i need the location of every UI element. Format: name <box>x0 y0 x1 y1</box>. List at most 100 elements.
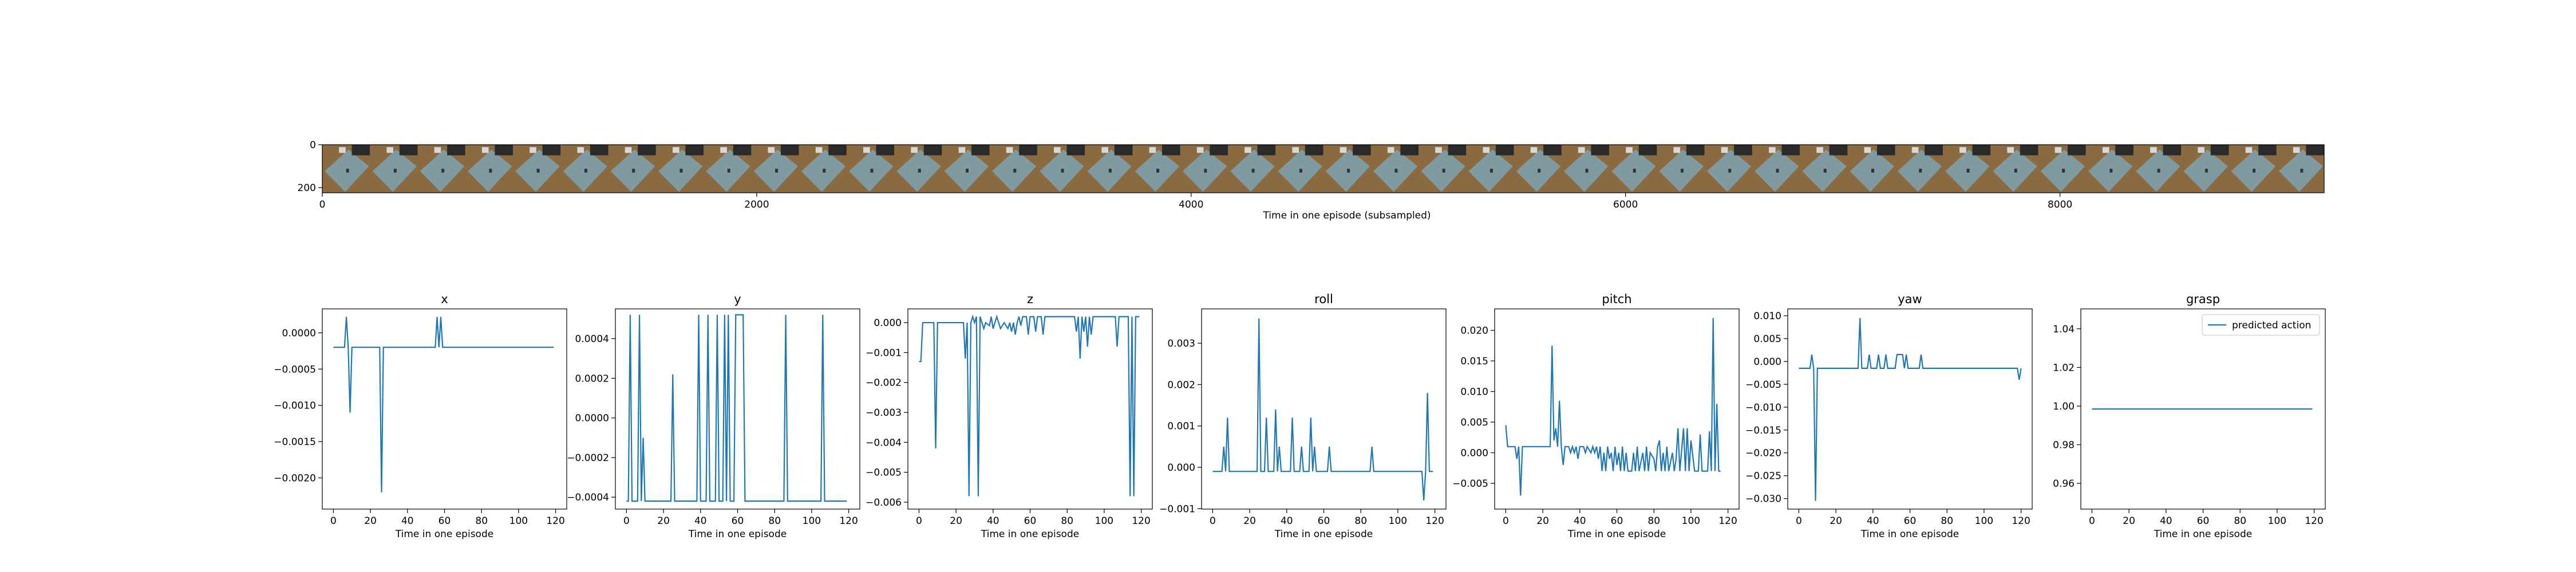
filmstrip-frame <box>322 145 370 193</box>
action-subplots: 0 20 40 60 80 100 120 −0.002 0 −0.0015 −0.0010 −0.0… <box>274 292 2326 540</box>
filmstrip-frame <box>560 145 609 193</box>
series-line <box>1212 318 1433 500</box>
x-tick-label: 60 <box>1024 515 1037 527</box>
y-tick-label: 0.015 <box>1460 356 1488 367</box>
y-tick-label: −0.0004 <box>567 492 609 503</box>
filmstrip-frame <box>894 145 942 193</box>
plot-frame <box>1494 308 1740 510</box>
y-tick-label: −0.0015 <box>274 436 316 448</box>
y-tick-label: 0.96 <box>2053 478 2075 490</box>
plot-frame <box>1201 308 1447 510</box>
y-tick-label: −0.015 <box>1745 425 1781 436</box>
x-tick-label: 0 <box>1796 515 1802 527</box>
x-tick-label: 60 <box>732 515 744 527</box>
series-line <box>919 314 1140 496</box>
y-tick-label: 0.0002 <box>575 373 609 384</box>
x-tick-label: 100 <box>1389 515 1407 527</box>
filmstrip-frame <box>465 145 513 193</box>
x-tick-label: 100 <box>1682 515 1700 527</box>
filmstrip-frame <box>1514 145 1562 193</box>
filmstrip-x-ticks: 0 2000 4000 6000 8000 <box>319 193 2072 210</box>
filmstrip-frame <box>1800 145 1848 193</box>
filmstrip-frame-border <box>322 144 2325 193</box>
x-tick-label: 20 <box>364 515 377 527</box>
y-tick-label: −0.0005 <box>274 364 316 375</box>
filmstrip-y-tick-label: 0 <box>310 140 316 151</box>
y-tick-label: 0.0000 <box>282 328 316 339</box>
x-tick-label: 80 <box>1941 515 1953 527</box>
y-tick-label: −0.010 <box>1745 402 1781 414</box>
x-tick-label: 100 <box>509 515 528 527</box>
filmstrip-frame <box>1275 145 1323 193</box>
x-tick-label: 60 <box>2197 515 2210 527</box>
filmstrip-frame <box>1752 145 1800 193</box>
x-tick-label: 60 <box>438 515 451 527</box>
filmstrip-frame <box>2133 145 2182 193</box>
x-tick-label: 0 <box>1503 515 1509 527</box>
x-axis-label: Time in one episode <box>2154 529 2252 540</box>
filmstrip-x-tick-label: 4000 <box>1179 199 1203 210</box>
x-tick-label: 40 <box>1574 515 1586 527</box>
subplot-grasp: 0 20 40 60 80 100 120 0.96 0.98 1.00 1.02 1.04 grasp… <box>2053 292 2326 540</box>
x-tick-label: 80 <box>475 515 488 527</box>
filmstrip-frame <box>1323 145 1372 193</box>
filmstrip-frame <box>1370 145 1419 193</box>
x-tick-label: 40 <box>401 515 414 527</box>
x-tick-label: 80 <box>1061 515 1073 527</box>
plot-frame <box>1787 308 2033 510</box>
filmstrip-frame <box>2276 145 2324 193</box>
x-tick-label: 20 <box>1243 515 1256 527</box>
y-tick-label: 0.0000 <box>575 413 609 424</box>
y-tick-label: −0.005 <box>866 467 902 479</box>
x-tick-label: 40 <box>987 515 999 527</box>
x-tick-label: 100 <box>1095 515 1113 527</box>
y-tick-label: 0.005 <box>1753 333 1781 345</box>
filmstrip-frame <box>799 145 847 193</box>
x-axis-label: Time in one episode <box>395 529 493 540</box>
filmstrip-y-tick-label: 200 <box>298 182 316 194</box>
x-tick-label: 20 <box>1536 515 1549 527</box>
filmstrip-frame <box>1227 145 1276 193</box>
series-line <box>626 314 847 502</box>
x-tick-label: 120 <box>546 515 564 527</box>
x-axis-label: Time in one episode <box>1567 529 1666 540</box>
filmstrip-frame <box>1609 145 1657 193</box>
legend-box <box>2202 314 2320 336</box>
subplot-title: roll <box>1314 292 1333 306</box>
y-tick-label: −0.0002 <box>567 452 609 464</box>
y-tick-label: 0.000 <box>874 317 902 329</box>
x-tick-label: 120 <box>839 515 858 527</box>
x-axis-label: Time in one episode <box>981 529 1079 540</box>
subplot-y: 0 20 40 60 80 100 120 −0.0004 −0.0002 0.0000 0.000… <box>567 292 860 540</box>
y-tick-label: −0.0010 <box>274 400 316 412</box>
filmstrip-x-tick-label: 0 <box>319 199 326 210</box>
x-tick-label: 80 <box>1354 515 1367 527</box>
x-tick-label: 60 <box>1904 515 1917 527</box>
x-tick-label: 60 <box>1318 515 1330 527</box>
x-tick-label: 20 <box>2123 515 2135 527</box>
x-tick-label: 20 <box>950 515 962 527</box>
y-tick-label: 0.0004 <box>575 333 609 345</box>
x-tick-label: 80 <box>1647 515 1660 527</box>
x-axis-label: Time in one episode <box>688 529 787 540</box>
x-axis-label: Time in one episode <box>1860 529 1959 540</box>
x-tick-label: 100 <box>1975 515 1993 527</box>
subplot-z: 0 20 40 60 80 100 120 −0.006 −0.005 −0.004 −0.003 −… <box>866 292 1153 540</box>
x-tick-label: 40 <box>2160 515 2172 527</box>
subplot-x: 0 20 40 60 80 100 120 −0.0020 −0.0015 −0.0010 −0.0… <box>274 292 567 540</box>
filmstrip-frame <box>513 145 561 193</box>
x-tick-label: 80 <box>2234 515 2246 527</box>
y-tick-label: 0.001 <box>1167 421 1195 432</box>
filmstrip-frame <box>608 145 657 193</box>
x-tick-label: 20 <box>657 515 670 527</box>
filmstrip-frame <box>1895 145 1943 193</box>
filmstrip-frame <box>1704 145 1753 193</box>
x-tick-label: 100 <box>803 515 821 527</box>
y-tick-label: −0.002 <box>866 378 902 389</box>
x-axis-label: Time in one episode <box>1274 529 1373 540</box>
y-tick-label: −0.004 <box>866 437 902 448</box>
subplot-title: y <box>734 292 741 306</box>
legend: predicted action <box>2202 314 2320 336</box>
x-tick-label: 60 <box>1611 515 1623 527</box>
